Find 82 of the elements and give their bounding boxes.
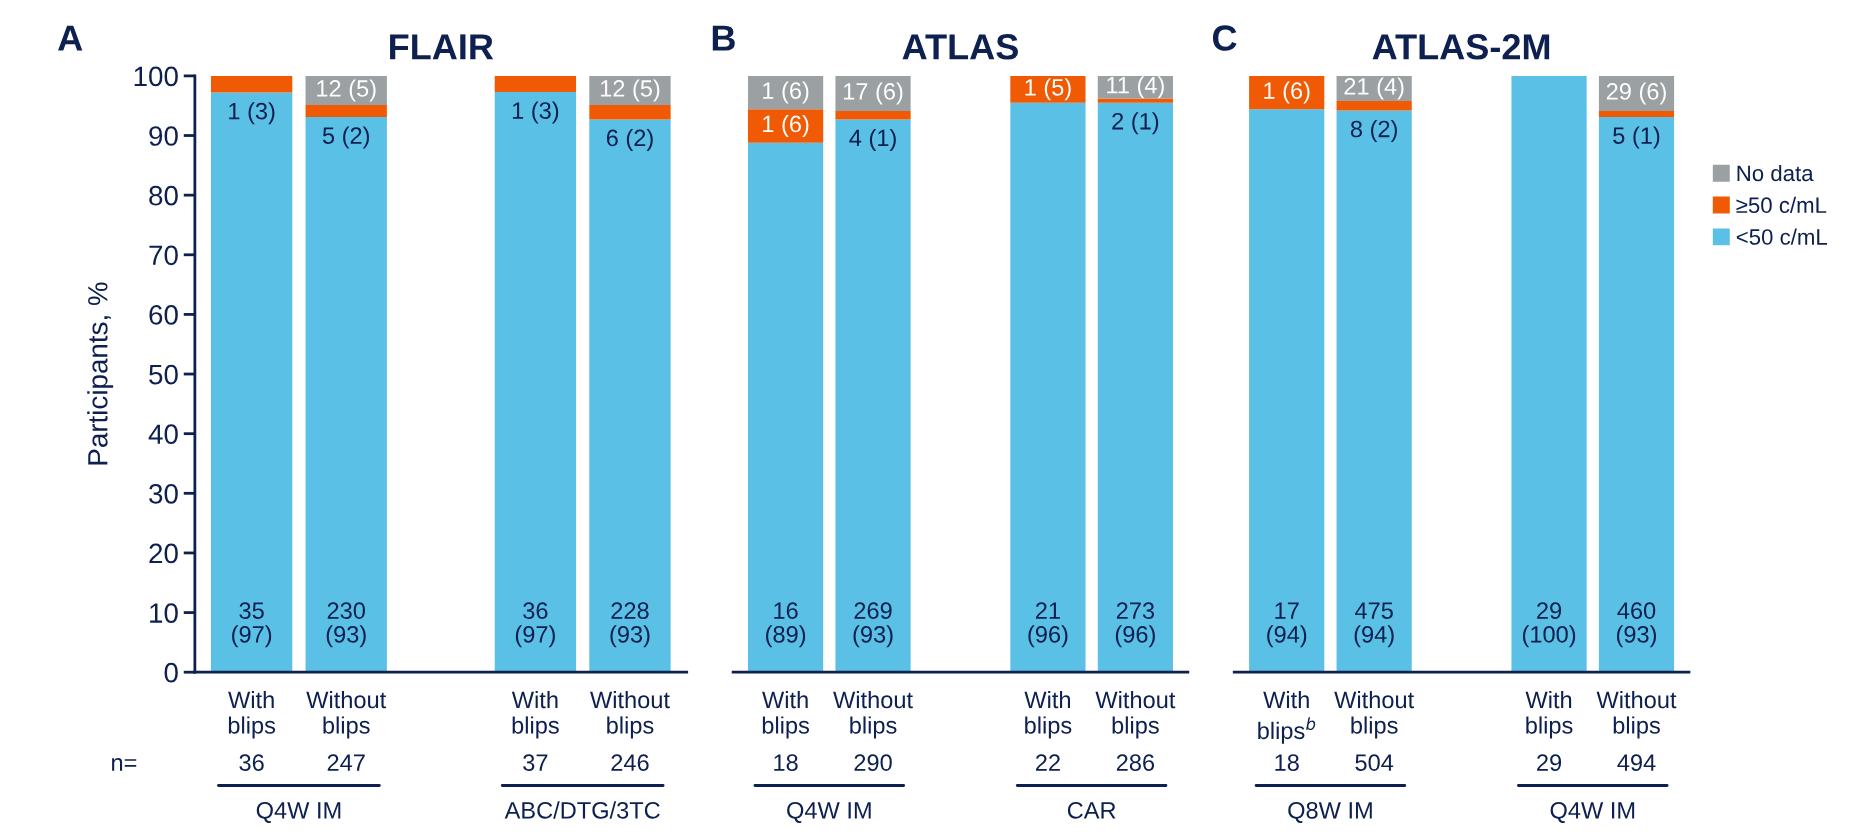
x-tick-label: With blips [762,690,810,739]
legend-label: No data [1737,164,1814,182]
data-label: 17 (6) [844,82,903,105]
chart-subtitle: A [58,25,83,51]
data-label: 5 (2) [322,126,370,149]
y-tick-label: 90 [149,126,178,146]
y-tick-label: 30 [149,483,178,504]
y-tick-label: 60 [149,305,178,325]
y-tick-label: 80 [149,185,178,206]
data-label: 1 (3) [512,101,559,124]
text: Q4W IM [256,801,341,823]
data-label: 6 (2) [606,128,653,151]
data-label: 29 (100) [1522,602,1576,648]
data-label: 475 (94) [1354,602,1394,648]
text: 29 [1537,754,1562,771]
text: 504 [1355,754,1394,771]
text: n= [112,758,137,771]
x-tick-label: With blips [1024,690,1072,739]
data-label: 12 (5) [317,79,376,102]
x-tick-label: Without blips [590,690,670,739]
text: Q4W IM [787,801,871,823]
data-label: 8 (2) [1350,120,1397,143]
text: Q4W IM [1550,801,1635,823]
chart-title: FLAIR [390,34,494,60]
y-tick-label: 10 [150,603,178,623]
data-label: 1 (3) [229,102,275,125]
y-axis-title: Participants, % [87,282,114,465]
text: 290 [854,754,892,771]
data-label: 230 (93) [326,602,366,648]
x-tick-label: Without blips [833,690,913,739]
chart-title: ATLAS [902,34,1018,60]
text: 494 [1617,754,1656,771]
data-label: 16 (89) [766,602,806,648]
data-label: 12 (5) [600,79,660,102]
y-tick-label: 100 [134,66,178,87]
y-tick-label: 40 [148,424,178,445]
text: ABC/DTG/3TC [504,801,660,819]
text: 18 [774,754,798,771]
data-label: 5 (1) [1613,126,1660,149]
data-label: 460 (93) [1616,602,1657,648]
text: 22 [1035,754,1060,771]
x-tick-label: Without blips [1596,690,1677,739]
chart-title: ATLAS-2M [1372,34,1550,60]
data-label: 1 (6) [763,81,809,104]
x-tick-label: Without blips [1334,690,1414,739]
x-tick-label: With blips$^{b}$ [1258,690,1316,744]
text: Q8W IM [1288,801,1372,823]
data-label: 17 (94) [1267,602,1307,648]
x-tick-label: With blips [511,690,559,739]
text: 18 [1275,754,1299,771]
data-label: 1 (6) [1264,81,1310,104]
data-label: 4 (1) [849,128,896,151]
data-label: 29 (6) [1606,82,1666,105]
legend-label: ≥50 c/mL [1736,196,1827,214]
data-label: 2 (1) [1112,112,1159,135]
y-tick-label: 20 [149,543,178,564]
x-tick-label: With blips [1525,690,1573,739]
data-label: 269 (93) [853,602,893,648]
text: 247 [327,754,365,771]
chart-subtitle: C [1212,25,1237,51]
data-label: 1 (6) [763,114,809,137]
data-label: 1 (5) [1025,78,1071,101]
x-tick-label: With blips [228,690,276,739]
y-tick-label: 70 [149,245,178,266]
text: 37 [523,754,548,771]
data-label: 273 (96) [1115,602,1155,648]
data-label: 21 (4) [1344,77,1404,100]
data-label: 11 (4) [1107,76,1164,99]
x-tick-label: Without blips [1095,690,1176,739]
data-label: 36 (97) [515,602,555,648]
x-tick-label: Without blips [306,690,387,739]
y-tick-label: 50 [149,364,178,385]
data-label: 35 (97) [232,602,272,648]
text: CAR [1067,801,1116,819]
text: 246 [611,754,649,771]
legend-label: <50 c/mL [1736,228,1828,245]
data-label: 228 (93) [610,602,650,648]
chart-subtitle: B [712,25,735,51]
y-tick-label: 0 [164,662,178,683]
text: 36 [239,754,264,771]
text: 286 [1116,754,1155,771]
data-label: 21 (96) [1028,602,1068,648]
